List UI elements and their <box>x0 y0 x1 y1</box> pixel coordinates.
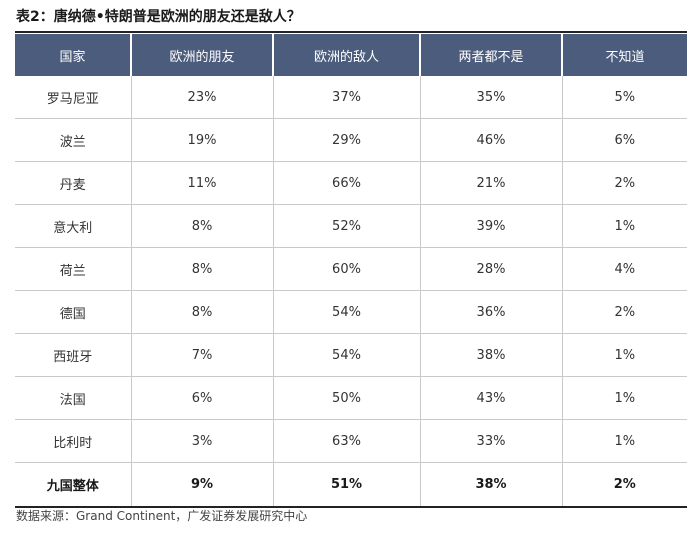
enemy-cell: 66% <box>273 161 421 205</box>
table-title: 表2：唐纳德•特朗普是欧洲的朋友还是敌人？ <box>16 9 301 25</box>
enemy-cell: 63% <box>273 419 421 463</box>
country-cell: 罗马尼亚 <box>15 76 132 119</box>
total-enemy: 51% <box>273 462 421 508</box>
country-cell: 波兰 <box>15 118 132 162</box>
table-row: 意大利 8% 52% 39% 1% <box>15 204 687 248</box>
header-dont-know: 不知道 <box>562 34 687 76</box>
header-country: 国家 <box>15 34 132 76</box>
total-friend: 9% <box>131 462 274 508</box>
friend-cell: 8% <box>131 247 274 291</box>
friend-cell: 8% <box>131 290 274 334</box>
table-row: 法国 6% 50% 43% 1% <box>15 376 687 420</box>
friend-cell: 19% <box>131 118 274 162</box>
table-row: 罗马尼亚 23% 37% 35% 5% <box>15 76 687 119</box>
header-row: 国家 欧洲的朋友 欧洲的敌人 两者都不是 不知道 <box>15 34 687 76</box>
friend-cell: 23% <box>131 76 274 119</box>
total-neither: 38% <box>420 462 563 508</box>
friend-cell: 6% <box>131 376 274 420</box>
neither-cell: 46% <box>420 118 563 162</box>
dont-know-cell: 1% <box>562 204 687 248</box>
dont-know-cell: 6% <box>562 118 687 162</box>
neither-cell: 39% <box>420 204 563 248</box>
country-cell: 法国 <box>15 376 132 420</box>
table-row: 德国 8% 54% 36% 2% <box>15 290 687 334</box>
dont-know-cell: 1% <box>562 333 687 377</box>
enemy-cell: 29% <box>273 118 421 162</box>
neither-cell: 38% <box>420 333 563 377</box>
dont-know-cell: 2% <box>562 290 687 334</box>
dont-know-cell: 5% <box>562 76 687 119</box>
enemy-cell: 50% <box>273 376 421 420</box>
country-cell: 荷兰 <box>15 247 132 291</box>
table-row: 荷兰 8% 60% 28% 4% <box>15 247 687 291</box>
dont-know-cell: 4% <box>562 247 687 291</box>
country-cell: 比利时 <box>15 419 132 463</box>
total-dont-know: 2% <box>562 462 687 508</box>
dont-know-cell: 1% <box>562 376 687 420</box>
table-row: 波兰 19% 29% 46% 6% <box>15 118 687 162</box>
enemy-cell: 54% <box>273 333 421 377</box>
country-cell: 丹麦 <box>15 161 132 205</box>
table-row: 丹麦 11% 66% 21% 2% <box>15 161 687 205</box>
total-row: 九国整体 9% 51% 38% 2% <box>15 462 687 508</box>
enemy-cell: 60% <box>273 247 421 291</box>
country-cell: 德国 <box>15 290 132 334</box>
header-friend: 欧洲的朋友 <box>131 34 274 76</box>
enemy-cell: 52% <box>273 204 421 248</box>
table-row: 西班牙 7% 54% 38% 1% <box>15 333 687 377</box>
dont-know-cell: 1% <box>562 419 687 463</box>
enemy-cell: 54% <box>273 290 421 334</box>
friend-cell: 3% <box>131 419 274 463</box>
neither-cell: 28% <box>420 247 563 291</box>
survey-table: 国家 欧洲的朋友 欧洲的敌人 两者都不是 不知道 罗马尼亚 23% 37% 35… <box>15 34 687 508</box>
top-rule <box>15 31 687 33</box>
neither-cell: 35% <box>420 76 563 119</box>
table-row: 比利时 3% 63% 33% 1% <box>15 419 687 463</box>
country-cell: 意大利 <box>15 204 132 248</box>
neither-cell: 43% <box>420 376 563 420</box>
friend-cell: 7% <box>131 333 274 377</box>
dont-know-cell: 2% <box>562 161 687 205</box>
neither-cell: 21% <box>420 161 563 205</box>
total-label: 九国整体 <box>15 462 132 508</box>
friend-cell: 11% <box>131 161 274 205</box>
enemy-cell: 37% <box>273 76 421 119</box>
header-neither: 两者都不是 <box>420 34 563 76</box>
neither-cell: 36% <box>420 290 563 334</box>
country-cell: 西班牙 <box>15 333 132 377</box>
neither-cell: 33% <box>420 419 563 463</box>
friend-cell: 8% <box>131 204 274 248</box>
source-note: 数据来源：Grand Continent，广发证券发展研究中心 <box>16 509 308 523</box>
header-enemy: 欧洲的敌人 <box>273 34 421 76</box>
